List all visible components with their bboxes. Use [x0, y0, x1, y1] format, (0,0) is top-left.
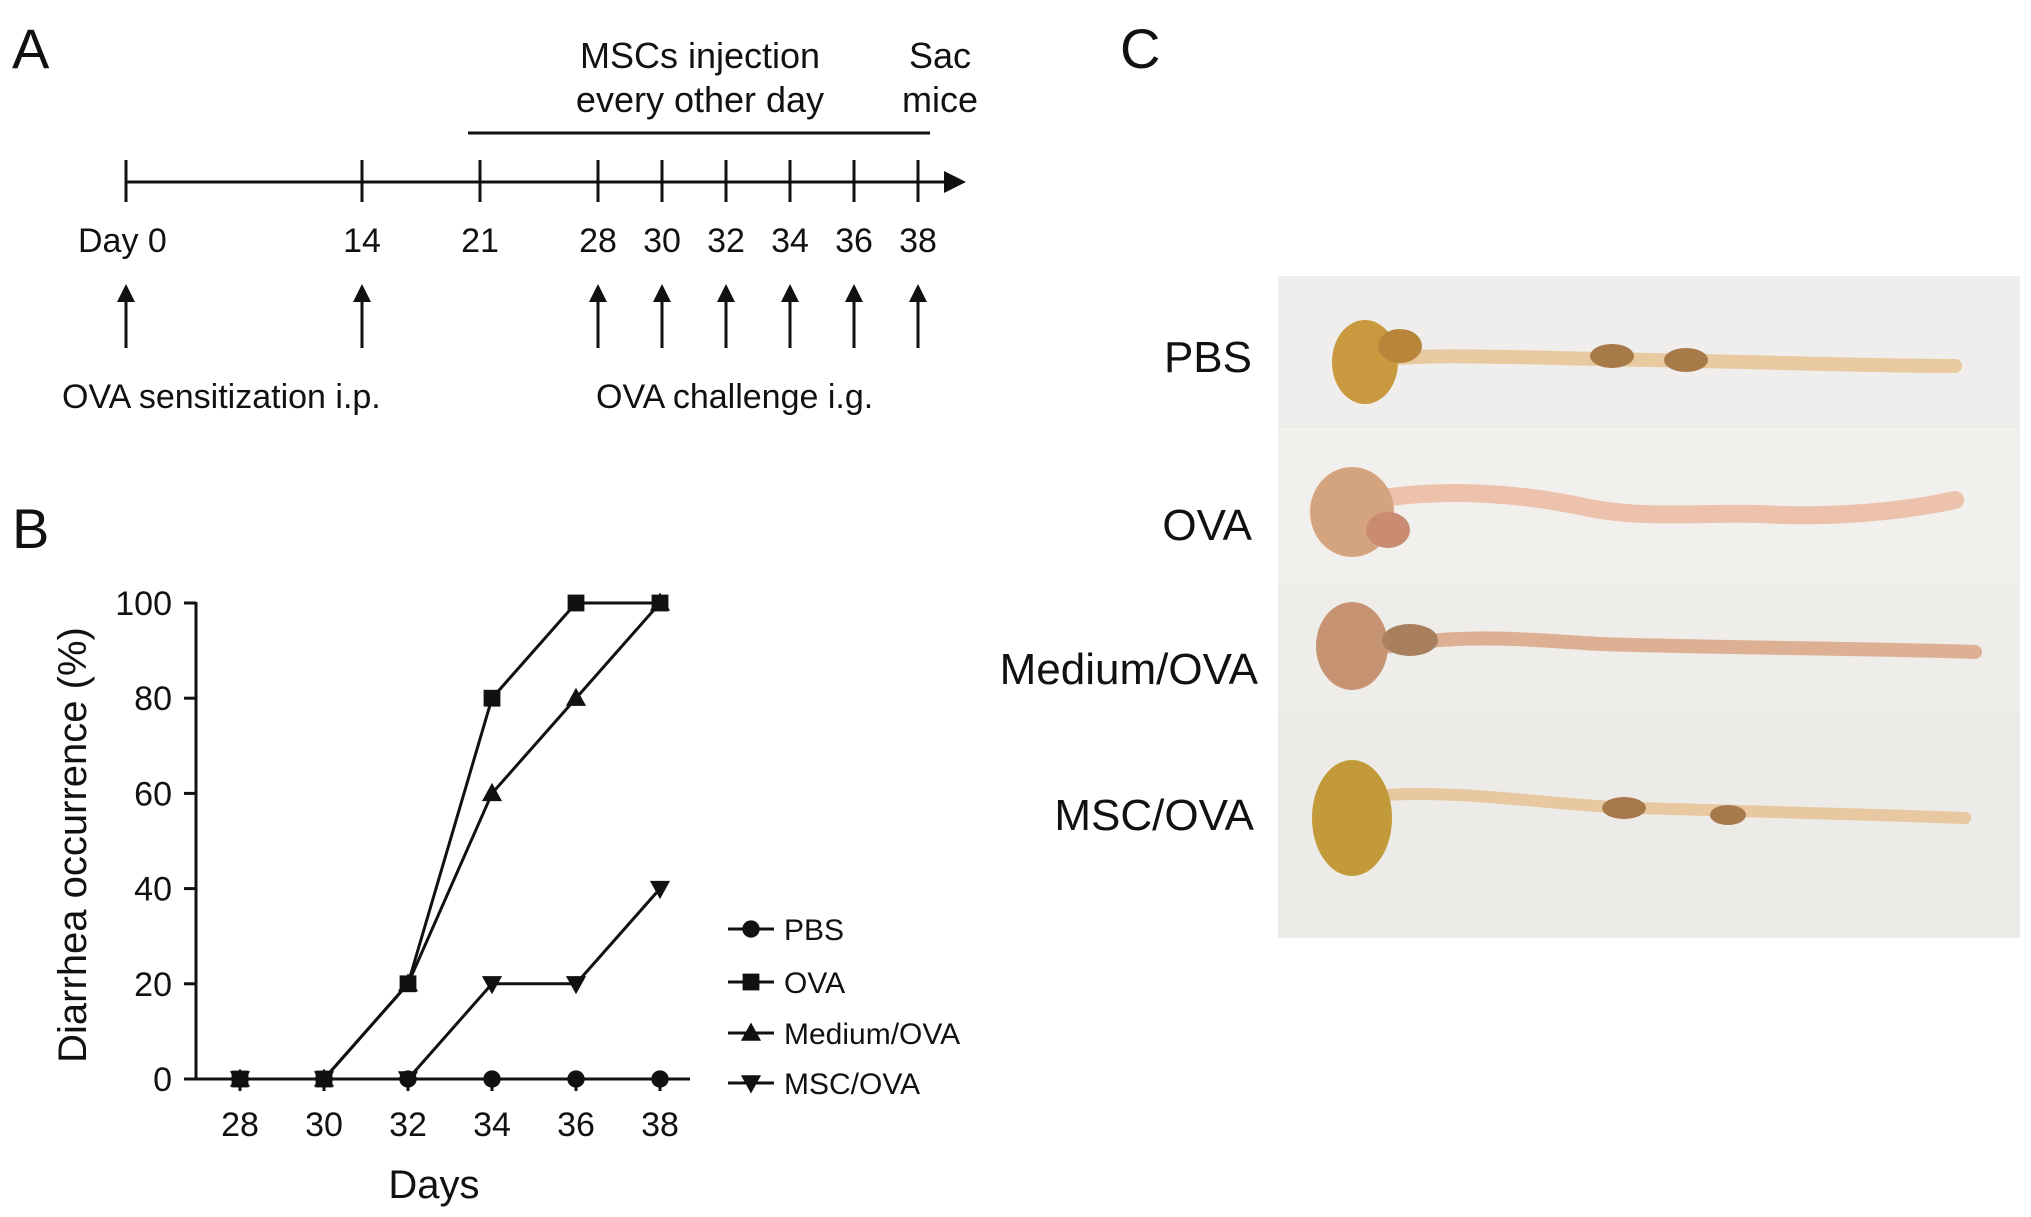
timeline-day-label: 34	[771, 222, 809, 260]
panel-a: A MSCs injection every other day Sac mic…	[12, 17, 978, 416]
x-axis-title: Days	[388, 1163, 479, 1207]
y-tick-label: 100	[115, 585, 172, 623]
timeline-day-label: 28	[579, 222, 617, 260]
y-tick-label: 80	[134, 680, 172, 718]
intestine-msc-ova	[1312, 760, 1971, 876]
tissue-photo	[1278, 276, 2020, 938]
timeline-day-label: 38	[899, 222, 937, 260]
legend: PBS OVA Medium/OVA MSC/OVA	[728, 914, 960, 1101]
intestine-medium-ova	[1316, 602, 1982, 690]
data-point-ova	[483, 689, 501, 707]
sensitization-label: OVA sensitization i.p.	[62, 378, 381, 416]
administration-arrow-head	[353, 284, 371, 302]
row-label-medium-ova: Medium/OVA	[1000, 645, 1259, 694]
timeline-day-label: 21	[461, 222, 499, 260]
data-point-ova	[567, 594, 585, 612]
photo-band-4	[1278, 714, 2020, 938]
y-tick-label: 60	[134, 775, 172, 813]
data-point-medium-ova	[397, 973, 419, 992]
panel-c-letter: C	[1120, 17, 1160, 80]
row-label-pbs: PBS	[1164, 333, 1252, 382]
data-point-medium-ova	[565, 687, 587, 706]
data-point-msc-ova	[565, 976, 587, 995]
legend-marker-medium-ova	[740, 1022, 762, 1041]
legend-marker-ova	[742, 973, 760, 991]
data-point-msc-ova	[229, 1071, 251, 1090]
y-axis-title: Diarrhea occurrence (%)	[51, 627, 95, 1063]
administration-arrow-head	[909, 284, 927, 302]
timeline-day-label: Day 0	[78, 222, 167, 260]
timeline-labels: Day 0 14 21 28 30 32 34 36 38	[78, 222, 937, 260]
legend-marker-msc-ova	[740, 1075, 762, 1094]
legend-marker-pbs	[742, 920, 760, 938]
sac-label-line1: Sac	[909, 35, 971, 76]
timeline-ticks	[124, 160, 920, 202]
data-point-msc-ova	[649, 880, 671, 900]
series-line-msc-ova	[240, 887, 662, 1081]
administration-arrow-head	[845, 284, 863, 302]
injection-label-line1: MSCs injection	[580, 35, 820, 76]
data-point-msc-ova	[481, 976, 503, 995]
panel-b-letter: B	[12, 497, 49, 560]
data-point-pbs	[483, 1070, 501, 1088]
timeline-day-label: 36	[835, 222, 873, 260]
data-point-medium-ova	[649, 592, 671, 611]
y-tick-label: 0	[153, 1061, 172, 1099]
administration-arrow-head	[653, 284, 671, 302]
timeline-arrows	[117, 284, 927, 348]
timeline-day-label: 14	[343, 222, 381, 260]
plot-markers	[229, 592, 671, 1090]
intestine-ova	[1310, 467, 1964, 557]
timeline-arrowhead	[944, 171, 966, 193]
administration-arrow-head	[117, 284, 135, 302]
y-tick-label: 40	[134, 871, 172, 909]
y-ticks: 0 20 40 60 80 100	[115, 585, 196, 1099]
data-point-msc-ova	[397, 1071, 419, 1090]
legend-label-ova: OVA	[784, 967, 845, 1000]
x-tick-label: 28	[221, 1106, 259, 1144]
panel-b: B 0 20 40 60 80 100 28 30 32 34 36 38 Diarrhea occ…	[12, 497, 960, 1207]
timeline-day-label: 30	[643, 222, 681, 260]
y-tick-label: 20	[134, 966, 172, 1004]
data-point-pbs	[567, 1070, 585, 1088]
intestine-pbs	[1332, 320, 1962, 404]
challenge-label: OVA challenge i.g.	[596, 378, 873, 416]
administration-arrow-head	[781, 284, 799, 302]
x-tick-label: 38	[641, 1106, 679, 1144]
legend-label-medium-ova: Medium/OVA	[784, 1018, 960, 1051]
row-label-msc-ova: MSC/OVA	[1054, 791, 1254, 840]
administration-arrow-head	[589, 284, 607, 302]
plot-lines	[240, 601, 662, 1081]
x-tick-label: 32	[389, 1106, 427, 1144]
administration-arrow-head	[717, 284, 735, 302]
row-label-ova: OVA	[1162, 501, 1252, 550]
x-tick-label: 30	[305, 1106, 343, 1144]
panel-a-letter: A	[12, 17, 50, 80]
panel-c: C PBS OVA Medium/OVA MSC/OVA	[1000, 17, 2020, 938]
x-tick-label: 34	[473, 1106, 511, 1144]
x-ticks: 28 30 32 34 36 38	[221, 1079, 679, 1144]
data-point-pbs	[651, 1070, 669, 1088]
sac-label-line2: mice	[902, 79, 978, 120]
legend-label-pbs: PBS	[784, 914, 844, 947]
data-point-medium-ova	[481, 782, 503, 802]
injection-label-line2: every other day	[576, 79, 824, 120]
timeline-day-label: 32	[707, 222, 745, 260]
legend-label-msc-ova: MSC/OVA	[784, 1068, 920, 1101]
x-tick-label: 36	[557, 1106, 595, 1144]
data-point-msc-ova	[313, 1071, 335, 1090]
